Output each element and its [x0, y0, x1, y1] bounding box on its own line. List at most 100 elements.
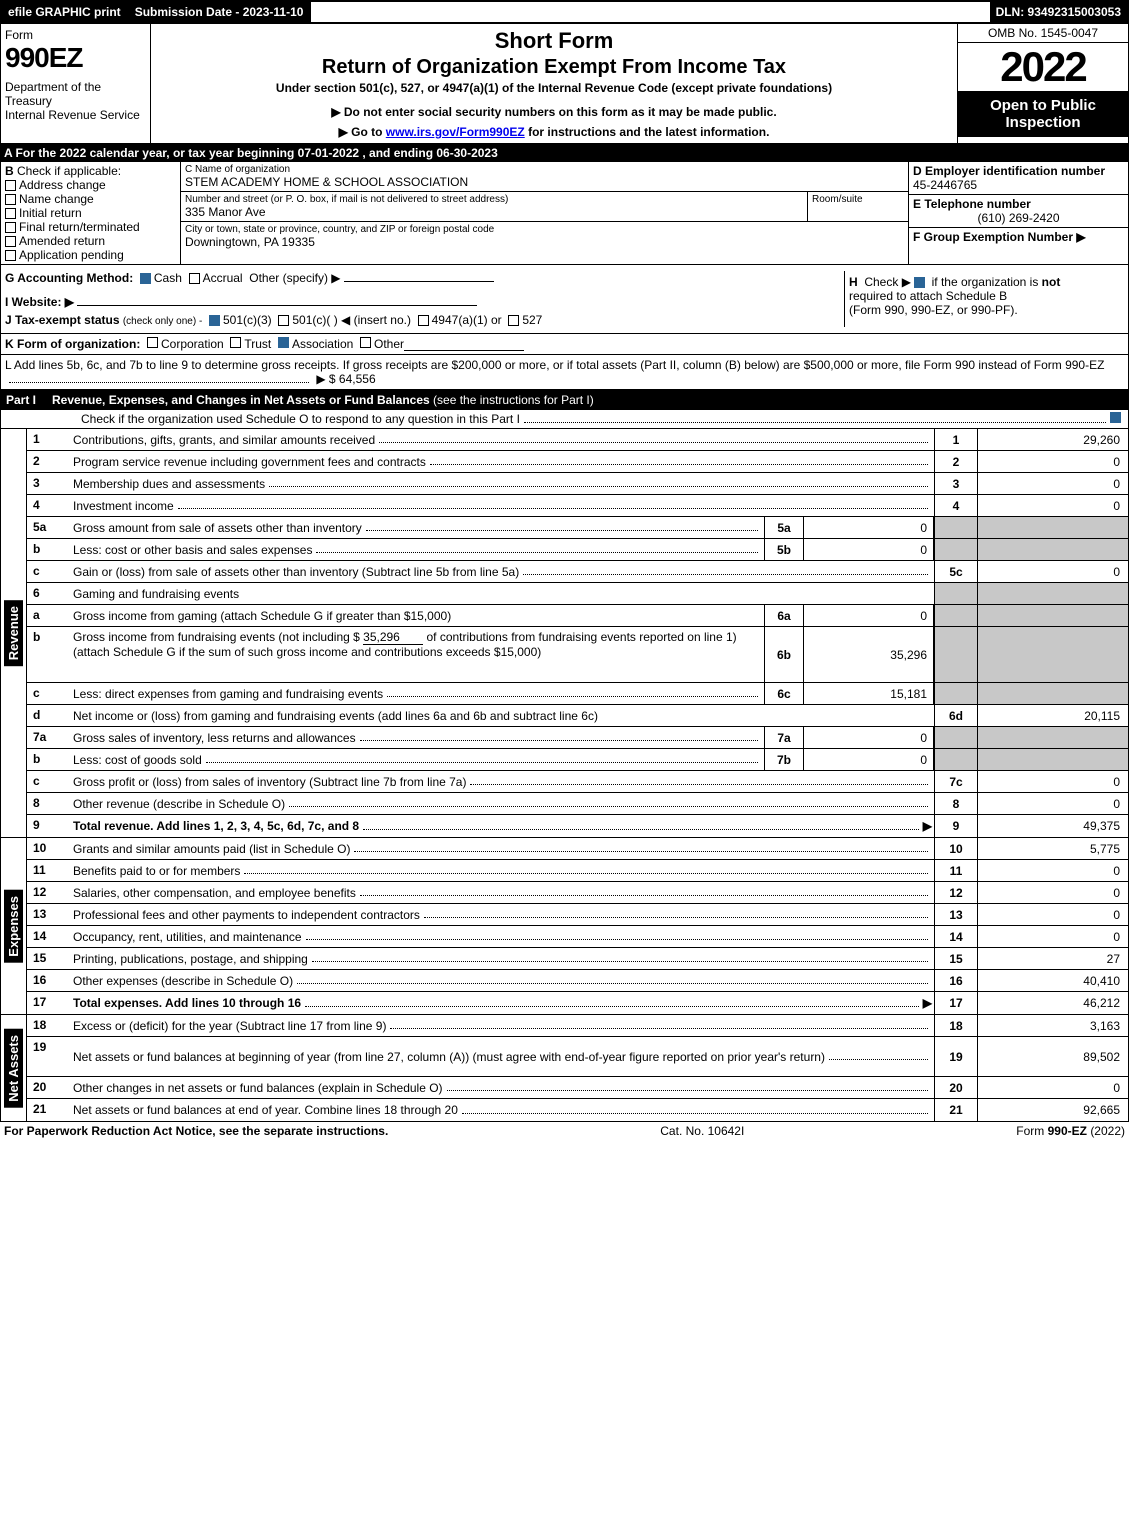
- section-a-period: A For the 2022 calendar year, or tax yea…: [0, 144, 1129, 162]
- title-short: Short Form: [155, 28, 953, 54]
- irs-link[interactable]: www.irs.gov/Form990EZ: [386, 125, 525, 139]
- line-1-val: 29,260: [978, 429, 1128, 450]
- line-5c-desc: Gain or (loss) from sale of assets other…: [73, 565, 519, 579]
- line-7b-subval: 0: [804, 749, 934, 770]
- line-9-val: 49,375: [978, 815, 1128, 837]
- opt-name-change: Name change: [19, 192, 94, 206]
- page-footer: For Paperwork Reduction Act Notice, see …: [0, 1122, 1129, 1140]
- footer-left: For Paperwork Reduction Act Notice, see …: [4, 1124, 388, 1138]
- chk-527[interactable]: [508, 315, 519, 326]
- i-website-label: I Website: ▶: [5, 295, 74, 309]
- org-street: 335 Manor Ave: [185, 205, 803, 219]
- open-public-inspection: Open to Public Inspection: [958, 91, 1128, 137]
- line-14-val: 0: [978, 926, 1128, 947]
- chk-corporation[interactable]: [147, 337, 158, 348]
- line-13-val: 0: [978, 904, 1128, 925]
- d-ein-label: D Employer identification number: [913, 164, 1105, 178]
- line-2-rn: 2: [934, 451, 978, 472]
- line-8-rn: 8: [934, 793, 978, 814]
- line-5c-val: 0: [978, 561, 1128, 582]
- line-7c-num: c: [27, 771, 71, 792]
- note-goto: ▶ Go to www.irs.gov/Form990EZ for instru…: [155, 125, 953, 139]
- footer-right: Form 990-EZ (2022): [1016, 1124, 1125, 1138]
- opt-amended-return: Amended return: [19, 234, 105, 248]
- line-11-desc: Benefits paid to or for members: [73, 864, 240, 878]
- title-main: Return of Organization Exempt From Incom…: [155, 56, 953, 79]
- chk-initial-return[interactable]: [5, 208, 16, 219]
- chk-other-org[interactable]: [360, 337, 371, 348]
- chk-schedule-o-used[interactable]: [1110, 412, 1121, 423]
- omb-number: OMB No. 1545-0047: [958, 24, 1128, 43]
- line-6c-desc: Less: direct expenses from gaming and fu…: [73, 687, 383, 701]
- line-7b-desc: Less: cost of goods sold: [73, 753, 202, 767]
- tax-year: 2022: [958, 43, 1128, 91]
- line-6d-num: d: [27, 705, 71, 726]
- section-gh: G Accounting Method: Cash Accrual Other …: [0, 265, 1129, 334]
- part1-check-text: Check if the organization used Schedule …: [81, 412, 520, 426]
- opt-trust: Trust: [244, 337, 271, 351]
- section-k: K Form of organization: Corporation Trus…: [0, 334, 1129, 355]
- line-6a-rn-gray: [934, 605, 978, 626]
- f-group-exemption: F Group Exemption Number ▶: [913, 230, 1086, 244]
- opt-association: Association: [292, 337, 353, 351]
- line-17-num: 17: [27, 992, 71, 1014]
- chk-501c3[interactable]: [209, 315, 220, 326]
- chk-address-change[interactable]: [5, 180, 16, 191]
- insert-no: ◀ (insert no.): [341, 313, 411, 327]
- line-9-desc: Total revenue. Add lines 1, 2, 3, 4, 5c,…: [73, 819, 359, 833]
- h-text4: (Form 990, 990-EZ, or 990-PF).: [849, 303, 1018, 317]
- line-5a-rv-gray: [978, 517, 1128, 538]
- arrow-icon: ▶: [923, 819, 932, 833]
- l-amount: ▶ $ 64,556: [316, 372, 375, 386]
- chk-trust[interactable]: [230, 337, 241, 348]
- chk-accrual[interactable]: [189, 273, 200, 284]
- line-6a-desc: Gross income from gaming (attach Schedul…: [73, 609, 451, 623]
- line-14-num: 14: [27, 926, 71, 947]
- line-3-num: 3: [27, 473, 71, 494]
- dln: DLN: 93492315003053: [990, 2, 1127, 22]
- chk-final-return[interactable]: [5, 222, 16, 233]
- line-18-rn: 18: [934, 1015, 978, 1036]
- k-label: K Form of organization:: [5, 337, 140, 351]
- line-13-num: 13: [27, 904, 71, 925]
- chk-name-change[interactable]: [5, 194, 16, 205]
- opt-application-pending: Application pending: [19, 248, 124, 262]
- other-org-line: [404, 337, 524, 351]
- line-10-rn: 10: [934, 838, 978, 859]
- b-label: B: [5, 164, 14, 178]
- line-10-desc: Grants and similar amounts paid (list in…: [73, 842, 350, 856]
- line-19-num: 19: [27, 1037, 71, 1076]
- chk-schedule-b-not-required[interactable]: [914, 277, 925, 288]
- line-20-val: 0: [978, 1077, 1128, 1098]
- opt-501c3: 501(c)(3): [223, 313, 272, 327]
- top-bar: efile GRAPHIC print Submission Date - 20…: [0, 0, 1129, 24]
- expenses-block: Expenses 10Grants and similar amounts pa…: [0, 838, 1129, 1015]
- line-7c-desc: Gross profit or (loss) from sales of inv…: [73, 775, 466, 789]
- line-12-num: 12: [27, 882, 71, 903]
- chk-4947[interactable]: [418, 315, 429, 326]
- opt-other-specify: Other (specify) ▶: [249, 271, 340, 285]
- opt-501c: 501(c)( ): [292, 313, 337, 327]
- org-name: STEM ACADEMY HOME & SCHOOL ASSOCIATION: [185, 175, 904, 189]
- chk-association[interactable]: [278, 337, 289, 348]
- chk-amended-return[interactable]: [5, 236, 16, 247]
- chk-application-pending[interactable]: [5, 250, 16, 261]
- efile-print-label[interactable]: efile GRAPHIC print: [2, 2, 129, 22]
- line-11-val: 0: [978, 860, 1128, 881]
- chk-cash[interactable]: [140, 273, 151, 284]
- part1-paren: (see the instructions for Part I): [433, 393, 594, 407]
- line-5a-subval: 0: [804, 517, 934, 538]
- line-21-rn: 21: [934, 1099, 978, 1121]
- c-city-label: City or town, state or province, country…: [185, 224, 904, 235]
- line-10-num: 10: [27, 838, 71, 859]
- net-assets-tab: Net Assets: [4, 1029, 23, 1108]
- line-15-rn: 15: [934, 948, 978, 969]
- line-18-val: 3,163: [978, 1015, 1128, 1036]
- l-text: L Add lines 5b, 6c, and 7b to line 9 to …: [5, 358, 1104, 372]
- e-phone-label: E Telephone number: [913, 197, 1031, 211]
- line-13-rn: 13: [934, 904, 978, 925]
- line-6a-sub: 6a: [764, 605, 804, 626]
- line-9-rn: 9: [934, 815, 978, 837]
- chk-501c[interactable]: [278, 315, 289, 326]
- line-8-val: 0: [978, 793, 1128, 814]
